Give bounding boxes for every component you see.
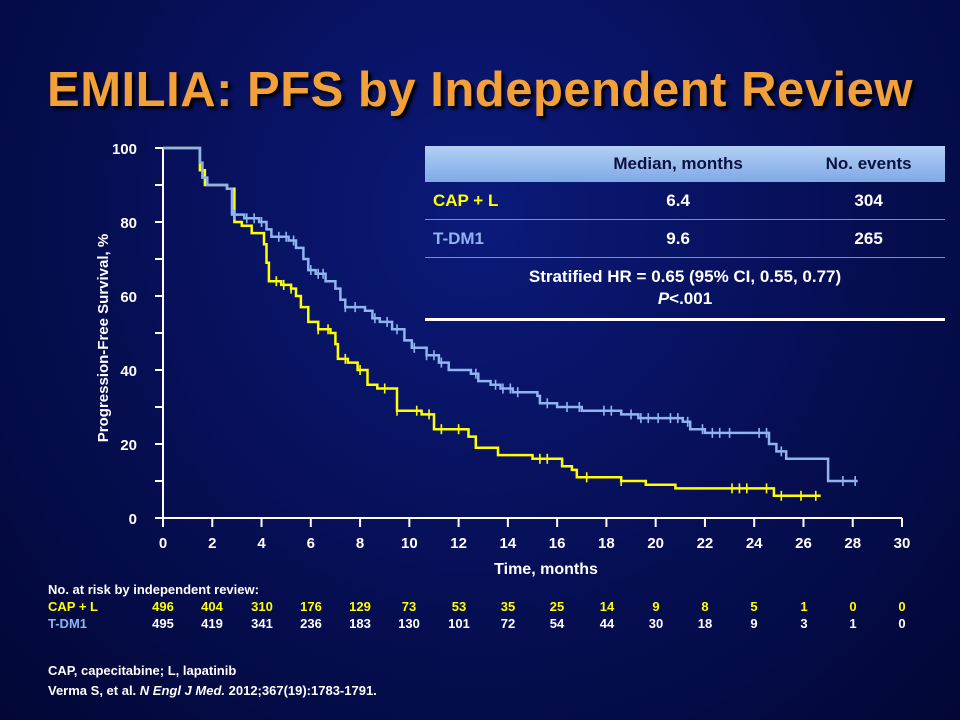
x-tick-label: 24: [746, 535, 763, 552]
risk-value: 9: [652, 599, 660, 614]
citation-details: 2012;367(19):1783-1791.: [225, 683, 377, 698]
x-tick-label: 8: [356, 535, 364, 552]
x-tick-label: 18: [598, 535, 615, 552]
risk-value: 5: [750, 599, 758, 614]
x-tick-label: 10: [401, 535, 418, 552]
summary-row-cap-l: CAP + L 6.4 304: [425, 182, 945, 220]
risk-value: 183: [349, 616, 371, 631]
risk-value: 73: [401, 599, 417, 614]
x-tick-label: 28: [844, 535, 861, 552]
y-axis-label: Progression-Free Survival, %: [95, 234, 112, 442]
slide-title: EMILIA: PFS by Independent Review: [47, 63, 913, 117]
summary-row-label: CAP + L: [425, 182, 564, 220]
y-tick-label: 40: [120, 363, 137, 380]
x-tick-label: 0: [159, 535, 167, 552]
y-tick-label: 0: [129, 511, 137, 528]
risk-value: 44: [599, 616, 615, 631]
risk-value: 1: [800, 599, 808, 614]
citation-authors: Verma S, et al.: [48, 683, 140, 698]
hazard-ratio-note: Stratified HR = 0.65 (95% CI, 0.55, 0.77…: [425, 257, 945, 321]
x-tick-label: 2: [208, 535, 216, 552]
x-tick-label: 12: [450, 535, 467, 552]
risk-value: 130: [398, 616, 420, 631]
x-tick-label: 30: [894, 535, 911, 552]
hazard-ratio-text: Stratified HR = 0.65 (95% CI, 0.55, 0.77…: [528, 267, 842, 286]
x-tick-label: 20: [647, 535, 664, 552]
summary-header-blank: [425, 146, 564, 182]
risk-value: 0: [898, 599, 906, 614]
x-tick-label: 6: [307, 535, 315, 552]
summary-footer: Stratified HR = 0.65 (95% CI, 0.55, 0.77…: [425, 257, 945, 321]
risk-value: 53: [451, 599, 467, 614]
x-tick-label: 14: [500, 535, 517, 552]
summary-median-value: 6.4: [564, 182, 793, 220]
risk-value: 341: [251, 616, 273, 631]
risk-value: 35: [500, 599, 516, 614]
y-tick-label: 100: [112, 141, 137, 158]
risk-row-label: T-DM1: [48, 616, 87, 631]
summary-row-t-dm1: T-DM1 9.6 265: [425, 219, 945, 258]
y-tick-label: 60: [120, 289, 137, 306]
p-value-text: <.001: [669, 289, 713, 308]
summary-events-value: 304: [792, 182, 945, 220]
risk-value: 30: [648, 616, 664, 631]
survival-curve-t-dm1: [163, 146, 858, 483]
y-tick-label: 80: [120, 215, 137, 232]
summary-median-value: 9.6: [564, 219, 793, 258]
x-tick-label: 22: [697, 535, 714, 552]
risk-value: 72: [500, 616, 516, 631]
risk-row-t-dm1: T-DM1 495 419 341 236 183 130 101 72 54 …: [48, 616, 948, 632]
summary-row-label: T-DM1: [425, 219, 564, 258]
footnotes: CAP, capecitabine; L, lapatinib Verma S,…: [48, 661, 377, 701]
risk-value: 1: [849, 616, 857, 631]
risk-row-label: CAP + L: [48, 599, 98, 614]
risk-value: 8: [701, 599, 709, 614]
risk-value: 496: [152, 599, 174, 614]
citation-journal: N Engl J Med.: [139, 683, 226, 698]
x-tick-label: 26: [795, 535, 812, 552]
y-tick-label: 20: [120, 437, 137, 454]
risk-value: 18: [697, 616, 713, 631]
risk-value: 176: [300, 599, 322, 614]
summary-table: Median, months No. events CAP + L 6.4 30…: [425, 146, 945, 321]
x-tick-label: 4: [257, 535, 266, 552]
x-tick-label: 16: [549, 535, 566, 552]
survival-curve-cap-l: [163, 146, 821, 498]
risk-value: 3: [800, 616, 808, 631]
summary-table-header: Median, months No. events: [425, 146, 945, 182]
risk-value: 495: [152, 616, 174, 631]
abbreviations-note: CAP, capecitabine; L, lapatinib: [48, 663, 237, 678]
risk-value: 25: [549, 599, 565, 614]
number-at-risk-heading: No. at risk by independent review:: [48, 582, 259, 597]
risk-value: 310: [251, 599, 273, 614]
risk-row-cap-l: CAP + L 496 404 310 176 129 73 53 35 25 …: [48, 599, 948, 615]
risk-value: 419: [201, 616, 223, 631]
risk-value: 101: [448, 616, 470, 631]
risk-value: 129: [349, 599, 371, 614]
p-value-label: P: [657, 289, 670, 308]
risk-value: 0: [898, 616, 906, 631]
risk-value: 9: [750, 616, 758, 631]
x-axis-label: Time, months: [494, 561, 598, 578]
risk-value: 14: [599, 599, 615, 614]
risk-value: 236: [300, 616, 322, 631]
summary-header-events: No. events: [792, 146, 945, 182]
risk-value: 0: [849, 599, 857, 614]
risk-value: 404: [201, 599, 223, 614]
summary-header-median: Median, months: [564, 146, 793, 182]
summary-events-value: 265: [792, 219, 945, 258]
citation: Verma S, et al. N Engl J Med. 2012;367(1…: [48, 681, 377, 701]
risk-value: 54: [549, 616, 565, 631]
